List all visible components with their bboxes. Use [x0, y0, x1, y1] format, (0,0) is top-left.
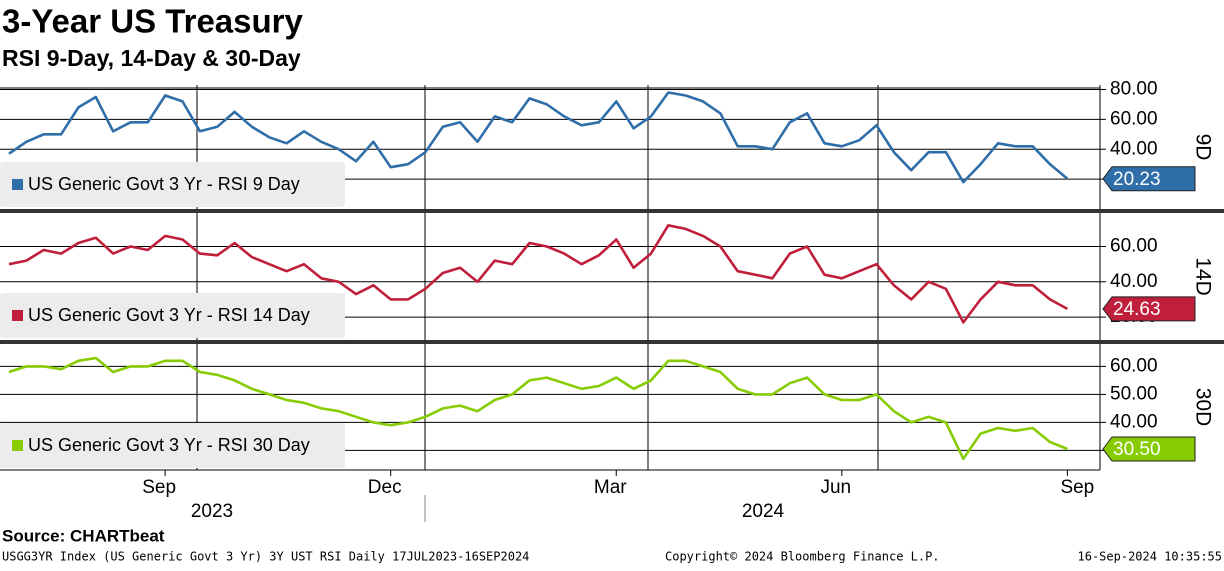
line	[8, 356, 1068, 461]
legend-label: US Generic Govt 3 Yr - RSI 14 Day	[28, 305, 310, 325]
y-tick-label: 50.00	[1110, 383, 1158, 404]
legend-box	[0, 162, 345, 207]
panel-separator	[0, 209, 1224, 213]
y-tick-label: 60.00	[1110, 355, 1158, 376]
panel-label: 14D	[1191, 257, 1214, 296]
x-tick-label: Sep	[142, 477, 176, 498]
x-tick-label: Mar	[594, 477, 627, 498]
legend-box	[0, 423, 345, 468]
footer-center: Copyright© 2024 Bloomberg Finance L.P.	[665, 550, 940, 564]
legend-box	[0, 293, 345, 338]
y-tick-label: 40.00	[1110, 138, 1158, 159]
panel-separator	[0, 340, 1224, 344]
last-value-box	[1102, 166, 1196, 192]
y-tick-label: 60.00	[1110, 236, 1158, 257]
last-value-label: 24.63	[1113, 299, 1161, 320]
last-value-label: 30.50	[1113, 439, 1161, 460]
y-tick-label: 80.00	[1110, 78, 1158, 99]
legend-swatch	[12, 440, 23, 451]
x-tick-label: Jun	[820, 477, 851, 498]
legend-swatch	[12, 179, 23, 190]
chart-title: 3-Year US Treasury	[2, 3, 303, 40]
y-tick-label: 40.00	[1110, 271, 1158, 292]
year-label: 2024	[742, 501, 785, 522]
x-tick-label: Sep	[1060, 477, 1094, 498]
footer-right: 16-Sep-2024 10:35:55	[1078, 550, 1223, 564]
last-value-label: 20.23	[1113, 169, 1161, 190]
source: Source: CHARTbeat	[2, 526, 165, 545]
y-tick-label: 40.00	[1110, 411, 1158, 432]
x-tick-label: Dec	[368, 477, 402, 498]
y-tick-label: 60.00	[1110, 108, 1158, 129]
footer-left: USGG3YR Index (US Generic Govt 3 Yr) 3Y …	[2, 550, 529, 564]
last-value-box	[1102, 436, 1196, 462]
panel-label: 30D	[1191, 388, 1214, 427]
legend-label: US Generic Govt 3 Yr - RSI 30 Day	[28, 435, 310, 455]
year-label: 2023	[191, 501, 233, 522]
line	[8, 91, 1069, 184]
legend: US Generic Govt 3 Yr - RSI 14 Day	[0, 293, 345, 338]
legend: US Generic Govt 3 Yr - RSI 30 Day	[0, 423, 345, 468]
chart-subtitle: RSI 9-Day, 14-Day & 30-Day	[2, 45, 301, 71]
last-value-box	[1102, 296, 1196, 322]
panel-label: 9D	[1191, 134, 1214, 161]
legend: US Generic Govt 3 Yr - RSI 9 Day	[0, 162, 345, 207]
line	[8, 224, 1069, 324]
legend-label: US Generic Govt 3 Yr - RSI 9 Day	[28, 174, 300, 194]
legend-swatch	[12, 310, 23, 321]
